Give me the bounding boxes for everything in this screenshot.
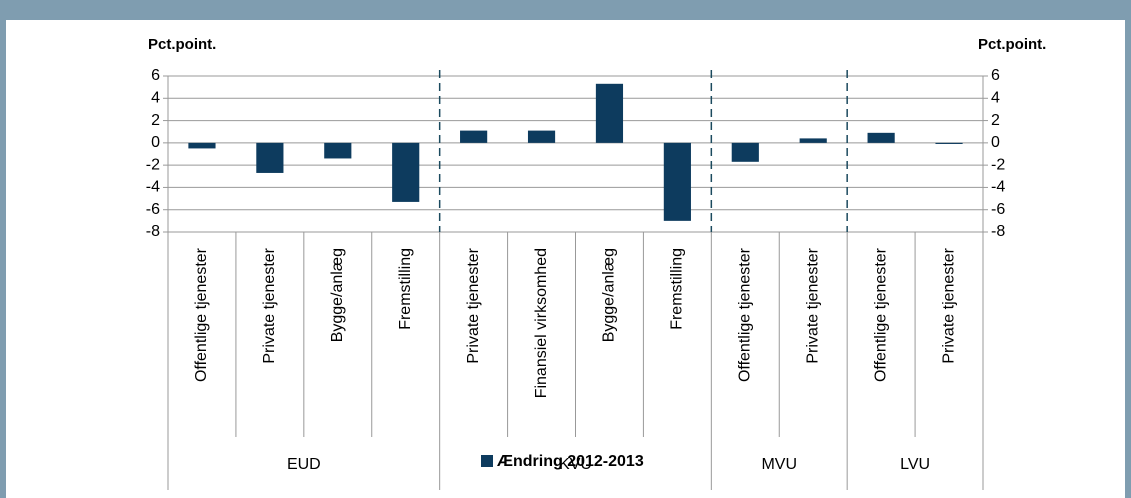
y2-axis-label: Pct.point. bbox=[978, 36, 1046, 53]
x-tick-label: Fremstilling bbox=[397, 248, 414, 330]
left-border bbox=[0, 0, 6, 498]
x-tick-label: Private tjenester bbox=[804, 247, 821, 363]
x-tick-label: Offentlige tjenester bbox=[737, 247, 754, 382]
y-axis-label: Pct.point. bbox=[148, 36, 216, 53]
x-tick-label: Private tjenester bbox=[940, 247, 957, 363]
bar bbox=[731, 142, 759, 162]
y-tick-label: 6 bbox=[151, 67, 160, 84]
y-tick-label: 2 bbox=[151, 112, 160, 129]
legend-label: Ændring 2012-2013 bbox=[497, 453, 644, 470]
y2-tick-label: -8 bbox=[991, 223, 1005, 240]
x-tick-label: Fremstilling bbox=[669, 248, 686, 330]
y2-tick-label: -6 bbox=[991, 201, 1005, 218]
header-band bbox=[0, 0, 1131, 20]
x-tick-label: Bygge/anlæg bbox=[329, 248, 346, 342]
y-tick-label: 4 bbox=[151, 90, 160, 107]
bar bbox=[256, 142, 284, 173]
x-tick-label: Private tjenester bbox=[261, 247, 278, 363]
y2-tick-label: 6 bbox=[991, 67, 1000, 84]
x-tick-label: Bygge/anlæg bbox=[601, 248, 618, 342]
x-tick-label: Private tjenester bbox=[465, 247, 482, 363]
group-label: KVU bbox=[559, 456, 592, 473]
group-label: MVU bbox=[761, 456, 797, 473]
bar bbox=[324, 142, 352, 159]
group-label: EUD bbox=[287, 456, 321, 473]
y2-tick-label: 4 bbox=[991, 90, 1000, 107]
bar bbox=[867, 132, 895, 143]
bar bbox=[392, 142, 420, 202]
bar bbox=[527, 130, 556, 143]
x-tick-label: Offentlige tjenester bbox=[872, 247, 889, 382]
y2-tick-label: 2 bbox=[991, 112, 1000, 129]
y2-tick-label: 0 bbox=[991, 134, 1000, 151]
bar bbox=[188, 142, 216, 149]
y2-tick-label: -4 bbox=[991, 179, 1005, 196]
bar bbox=[799, 138, 827, 143]
group-label: LVU bbox=[900, 456, 930, 473]
x-tick-label: Finansiel virksomhed bbox=[533, 248, 550, 398]
bar bbox=[595, 83, 624, 143]
y-tick-label: -8 bbox=[146, 223, 160, 240]
y2-tick-label: -2 bbox=[991, 156, 1005, 173]
x-tick-label: Offentlige tjenester bbox=[193, 247, 210, 382]
bar bbox=[460, 130, 488, 143]
bar bbox=[935, 142, 963, 144]
y-tick-label: -2 bbox=[146, 156, 160, 173]
legend-swatch bbox=[481, 455, 493, 467]
right-border bbox=[1125, 0, 1131, 498]
y-tick-label: 0 bbox=[151, 134, 160, 151]
y-tick-label: -6 bbox=[146, 201, 160, 218]
y-tick-label: -4 bbox=[146, 179, 160, 196]
bar bbox=[663, 142, 691, 221]
